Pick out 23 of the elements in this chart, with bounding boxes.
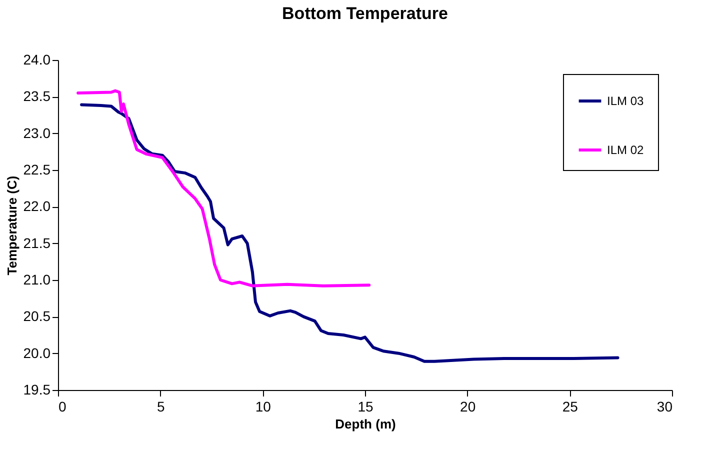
x-tick-label: 10 <box>255 398 272 414</box>
x-tick-label: 0 <box>58 398 66 414</box>
x-tick-label: 20 <box>460 398 476 414</box>
x-tick-label: 15 <box>358 398 374 414</box>
y-tick-label: 21.5 <box>23 234 51 251</box>
x-tick-label: 5 <box>156 398 165 414</box>
legend-label: ILM 02 <box>607 143 644 157</box>
x-tick-label: 25 <box>562 398 578 414</box>
y-tick-label: 20.0 <box>23 344 51 361</box>
x-tick-label: 30 <box>656 398 673 414</box>
y-tick-label: 20.5 <box>23 308 51 324</box>
y-tick-label: 23.5 <box>23 88 51 104</box>
chart-title: Bottom Temperature <box>282 4 448 23</box>
x-axis-title: Depth (m) <box>335 416 396 432</box>
y-tick-label: 23.0 <box>23 124 51 141</box>
y-tick-label: 22.5 <box>23 162 51 178</box>
y-axis-title: Temperature (C) <box>4 176 20 276</box>
y-tick-label: 21.0 <box>23 272 51 288</box>
line-series <box>76 89 371 288</box>
y-tick-label: 22.0 <box>23 198 51 214</box>
legend-label: ILM 03 <box>607 94 644 108</box>
y-tick-label: 24.0 <box>23 52 51 68</box>
y-tick-label: 19.5 <box>23 382 51 398</box>
